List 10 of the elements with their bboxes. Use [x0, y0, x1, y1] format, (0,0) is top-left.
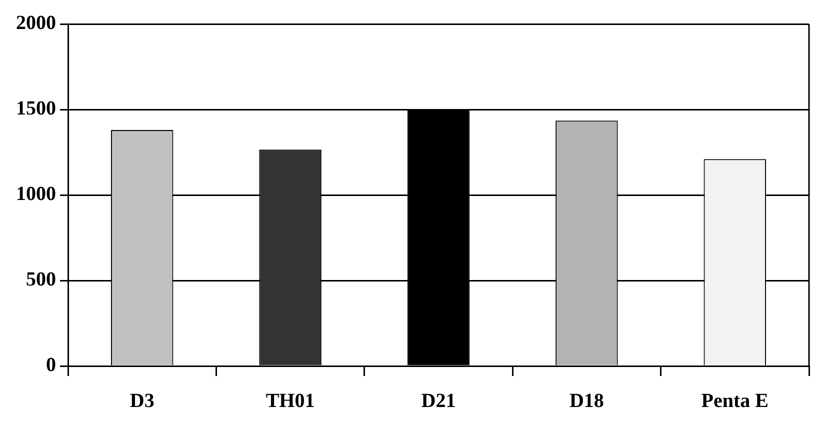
y-tick-label: 2000	[16, 12, 56, 34]
x-tick-label: Penta E	[701, 390, 769, 412]
x-tick-label: D18	[569, 390, 604, 412]
x-tick-label: TH01	[266, 390, 315, 412]
y-tick-label: 500	[26, 268, 56, 291]
x-tick-label: D3	[130, 390, 154, 412]
y-tick-label: 0	[46, 354, 56, 376]
x-tick-label: D21	[421, 390, 456, 412]
y-tick-label: 1000	[16, 183, 56, 206]
y-tick-label: 1500	[16, 98, 56, 120]
